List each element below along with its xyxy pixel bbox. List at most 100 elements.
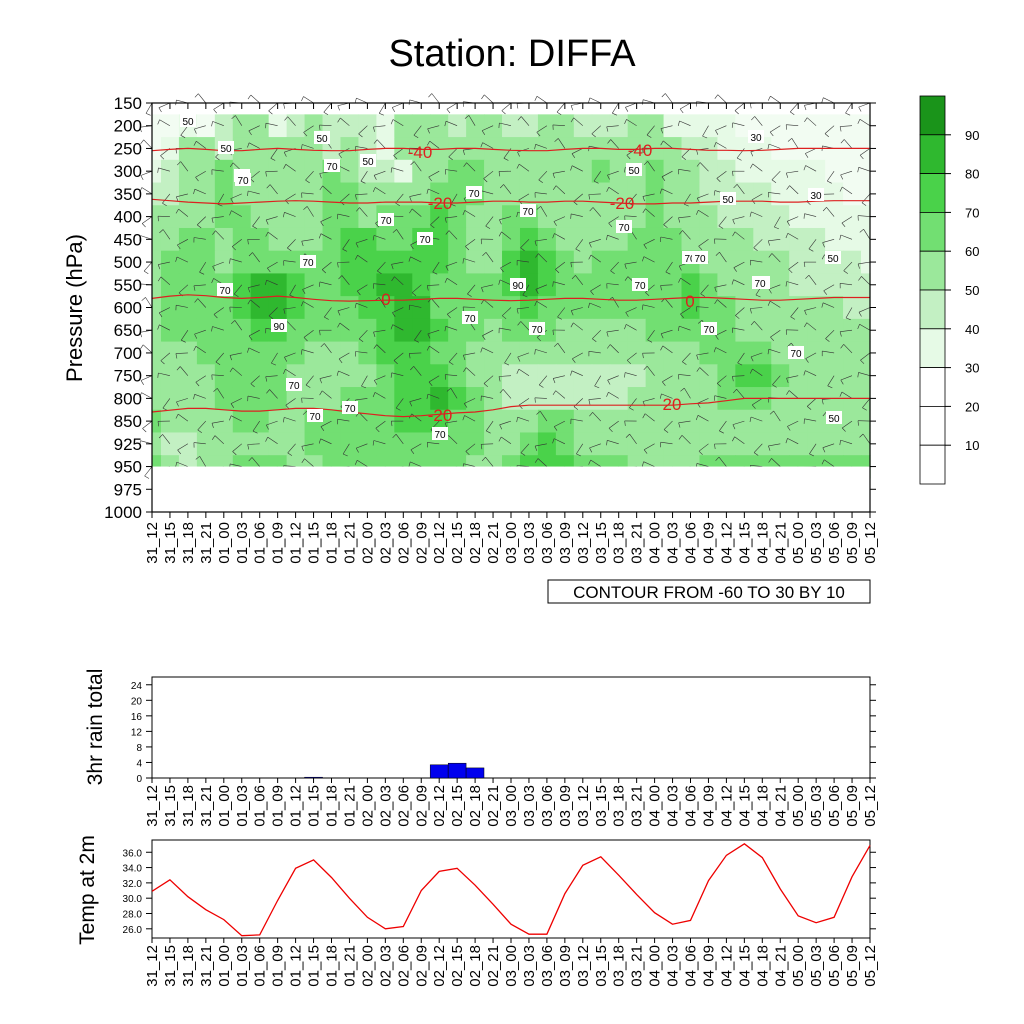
humidity-cell <box>430 387 449 411</box>
wind-barb-feather <box>714 299 718 304</box>
humidity-cell <box>825 296 844 320</box>
rain-bar <box>447 762 467 779</box>
x-tick-label: 05_09 <box>844 522 861 564</box>
wind-barb-feather <box>642 413 646 419</box>
wind-barb <box>642 398 655 402</box>
wind-barb <box>269 389 278 399</box>
humidity-cell <box>663 341 683 365</box>
wind-barb-feather <box>516 163 520 169</box>
wind-barb <box>445 120 458 126</box>
wind-barb <box>751 193 763 201</box>
x-tick-label: 03_18 <box>611 522 628 564</box>
humidity-contour-label-bg <box>180 114 196 127</box>
wind-barb <box>718 456 727 467</box>
humidity-cell <box>152 409 162 434</box>
below-ground-mask <box>152 466 870 512</box>
wind-barb-feather <box>625 312 629 317</box>
temp-x-tick-label: 01_12 <box>288 945 305 987</box>
humidity-cell <box>609 409 629 434</box>
wind-barb <box>715 347 727 354</box>
wind-barb <box>359 207 368 217</box>
humidity-contour-label-bg <box>632 278 648 291</box>
wind-barb-feather <box>606 392 609 397</box>
wind-barb-feather <box>285 405 290 410</box>
wind-barb <box>287 443 296 454</box>
wind-barb <box>141 392 153 399</box>
wind-barb <box>392 307 404 313</box>
wind-barb <box>358 125 368 135</box>
humidity-cell <box>286 205 306 229</box>
humidity-contour-label-bg <box>314 131 330 144</box>
humidity-cell <box>394 205 413 229</box>
wind-barb <box>250 94 260 104</box>
humidity-cell <box>250 159 270 184</box>
humidity-cell <box>466 364 485 388</box>
humidity-cell <box>681 341 701 365</box>
wind-barb-feather <box>696 354 699 360</box>
wind-barb-feather <box>589 207 594 212</box>
wind-barb-feather <box>229 258 231 264</box>
wind-barb <box>499 420 512 426</box>
wind-barb <box>519 163 530 172</box>
humidity-cell <box>717 114 736 138</box>
wind-barb <box>392 102 404 108</box>
wind-barb <box>193 284 206 287</box>
wind-barb-feather <box>643 365 648 371</box>
humidity-cell <box>771 364 790 388</box>
temp-y-tick-label: 32.0 <box>123 879 143 890</box>
humidity-contour-label: 50 <box>316 134 328 145</box>
humidity-cell <box>376 250 395 275</box>
rain-x-tick-label: 31_15 <box>162 785 179 827</box>
temp-x-tick-label: 31_21 <box>198 945 215 987</box>
wind-barb <box>482 347 494 354</box>
wind-barb <box>538 375 548 386</box>
wind-barb <box>822 443 835 448</box>
wind-barb <box>734 102 745 111</box>
wind-barb <box>302 144 314 149</box>
wind-barb <box>608 216 619 224</box>
wind-barb-feather <box>718 225 724 229</box>
wind-barb <box>697 415 709 422</box>
humidity-cell <box>663 227 683 252</box>
wind-barb-feather <box>247 94 252 100</box>
wind-barb <box>717 375 727 384</box>
wind-barb-feather <box>575 248 581 252</box>
wind-barb-feather <box>392 312 396 317</box>
humidity-cell <box>152 273 162 297</box>
wind-barb <box>431 93 440 104</box>
wind-barb <box>428 188 440 195</box>
wind-barb <box>322 261 332 270</box>
humidity-cell <box>304 205 324 229</box>
humidity-cell <box>681 227 701 252</box>
rain-x-tick-label: 01_09 <box>270 785 287 827</box>
humidity-cell <box>502 318 521 343</box>
humidity-cell <box>663 364 683 388</box>
humidity-cell <box>358 114 377 138</box>
wind-barb <box>271 352 278 364</box>
wind-barb <box>213 307 224 315</box>
legend-label: 40 <box>965 322 979 337</box>
wind-barb-feather <box>428 176 432 182</box>
wind-barb-feather <box>535 253 539 258</box>
humidity-cell <box>394 409 413 434</box>
wind-barb <box>608 420 619 429</box>
wind-barb <box>827 375 835 386</box>
wind-barb <box>845 307 853 319</box>
wind-barb <box>303 96 314 104</box>
wind-barb-feather <box>428 381 433 386</box>
wind-barb-feather <box>682 361 687 365</box>
wind-barb-feather <box>358 133 363 138</box>
wind-barb-feather <box>788 269 793 274</box>
humidity-cell <box>376 227 395 252</box>
wind-barb-feather <box>270 158 276 161</box>
humidity-cell <box>825 364 844 388</box>
wind-barb <box>753 239 763 248</box>
wind-barb <box>592 207 602 217</box>
wind-barb <box>557 343 566 354</box>
wind-barb-feather <box>624 167 626 173</box>
wind-barb-feather <box>463 403 468 408</box>
wind-barb <box>177 443 189 451</box>
wind-barb-feather <box>230 403 235 408</box>
humidity-cell <box>771 159 790 184</box>
